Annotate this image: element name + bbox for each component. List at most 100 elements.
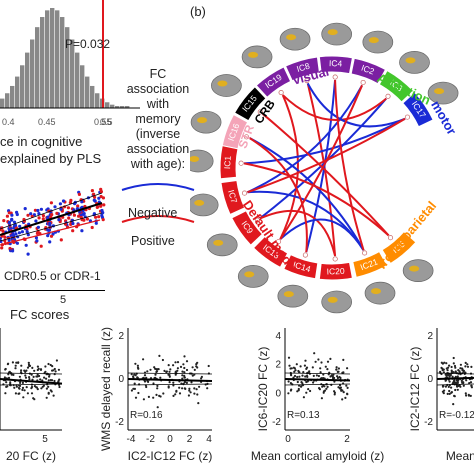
scatter-point xyxy=(7,238,11,242)
scatter-point xyxy=(5,385,8,388)
scatter-point xyxy=(5,214,9,218)
scatter-point xyxy=(454,366,457,369)
ring-segment-ic17 xyxy=(402,91,434,128)
scatter-point xyxy=(470,365,473,368)
legend-title-line: association xyxy=(126,82,190,96)
y-axis-label: WMS delayed recall (z) xyxy=(99,327,113,451)
scatter-point xyxy=(307,388,310,391)
scatter-point xyxy=(292,376,295,379)
scatter-point xyxy=(4,392,7,395)
scatter-point xyxy=(15,385,18,388)
scatter-point xyxy=(450,365,453,369)
scatter-point xyxy=(20,230,24,234)
connection-chord xyxy=(243,162,390,237)
segment-label: IC8 xyxy=(295,61,311,74)
scatter-point xyxy=(42,384,46,387)
scatter-point xyxy=(445,367,448,370)
node-marker xyxy=(243,134,250,140)
scatter-point xyxy=(47,362,50,366)
connection-chord xyxy=(282,94,387,121)
scatter-point xyxy=(43,376,46,379)
scatter-point xyxy=(442,392,445,395)
scatter-point xyxy=(61,199,66,203)
ring-segment-ic15 xyxy=(233,86,267,122)
x-axis-label: 20 FC (z) xyxy=(6,449,56,463)
scatter-point xyxy=(23,389,26,392)
scatter-point xyxy=(317,374,320,378)
scatter-point xyxy=(295,363,298,366)
scatter-point xyxy=(14,367,17,370)
scatter-point xyxy=(15,212,19,217)
scatter-point xyxy=(41,379,44,382)
scatter-point xyxy=(323,385,326,388)
scatter-point xyxy=(467,394,471,397)
scatter-point xyxy=(10,218,14,222)
scatter-point xyxy=(21,386,25,389)
node-marker xyxy=(254,217,261,223)
scatter-point xyxy=(345,384,348,387)
ring-segment-ic1 xyxy=(219,145,239,180)
scatter-point xyxy=(169,368,172,371)
scatter-point xyxy=(195,388,198,391)
scatter-point xyxy=(46,234,50,238)
scatter-point xyxy=(132,387,135,390)
scatter-point xyxy=(39,378,42,381)
scatter-point xyxy=(452,356,455,360)
activation-spot-icon xyxy=(244,271,255,278)
node-marker xyxy=(360,79,366,86)
scatter-point xyxy=(443,389,446,392)
hist-tick-0: 0.4 xyxy=(2,117,15,127)
scatter-point xyxy=(292,366,295,369)
scatter-point xyxy=(320,397,323,400)
activation-spot-icon xyxy=(194,199,205,206)
scatter-point xyxy=(185,360,189,363)
scatter-point xyxy=(293,374,297,378)
scatter-point xyxy=(456,388,459,391)
scatter-point xyxy=(322,390,325,393)
scatter-point xyxy=(134,362,137,365)
scatter-point xyxy=(460,379,463,382)
scatter-point xyxy=(439,370,442,373)
histogram-bar xyxy=(0,98,5,108)
scatter-point xyxy=(311,366,314,369)
scatter-point xyxy=(0,246,4,250)
scatter-point xyxy=(304,359,307,362)
scatter-point xyxy=(97,215,101,219)
x-tick-label: -4 xyxy=(127,434,136,445)
node-marker xyxy=(275,239,282,245)
scatter-point xyxy=(298,371,301,374)
connection-chord xyxy=(247,117,406,194)
scatter-point xyxy=(464,365,467,368)
scatter-point xyxy=(33,208,38,212)
scatter-point xyxy=(31,366,34,369)
scatter-point xyxy=(469,381,473,384)
scatter-point xyxy=(101,196,105,200)
scatter-point xyxy=(53,379,56,383)
ci-line xyxy=(436,383,474,386)
histogram-bar xyxy=(85,76,90,108)
scatter-point xyxy=(154,373,157,376)
scatter-point xyxy=(26,392,29,395)
activation-spot-icon xyxy=(405,57,416,64)
scatter-point xyxy=(346,367,349,370)
scatter-point xyxy=(303,364,306,367)
scatter-point xyxy=(448,389,451,393)
scatter-point xyxy=(176,369,179,372)
brain-thumbnail-icon xyxy=(321,22,353,46)
fit-line-ci-upper xyxy=(0,192,103,230)
segment-label: IC2 xyxy=(360,63,376,77)
scatter-point xyxy=(130,373,133,376)
scatter-point xyxy=(447,385,450,388)
ci-line xyxy=(127,372,213,375)
scatter-point xyxy=(137,391,140,395)
scatter-point xyxy=(59,207,63,211)
scatter-point xyxy=(69,198,73,202)
brain-thumbnail-icon xyxy=(399,51,430,74)
legend-positive-label: Positive xyxy=(131,234,175,248)
scatter-point xyxy=(24,370,27,373)
scatter-point xyxy=(464,392,467,395)
scatter-point xyxy=(162,392,165,395)
scatter-point xyxy=(167,364,170,367)
fit-line xyxy=(127,378,213,383)
scatter-point xyxy=(448,364,451,367)
